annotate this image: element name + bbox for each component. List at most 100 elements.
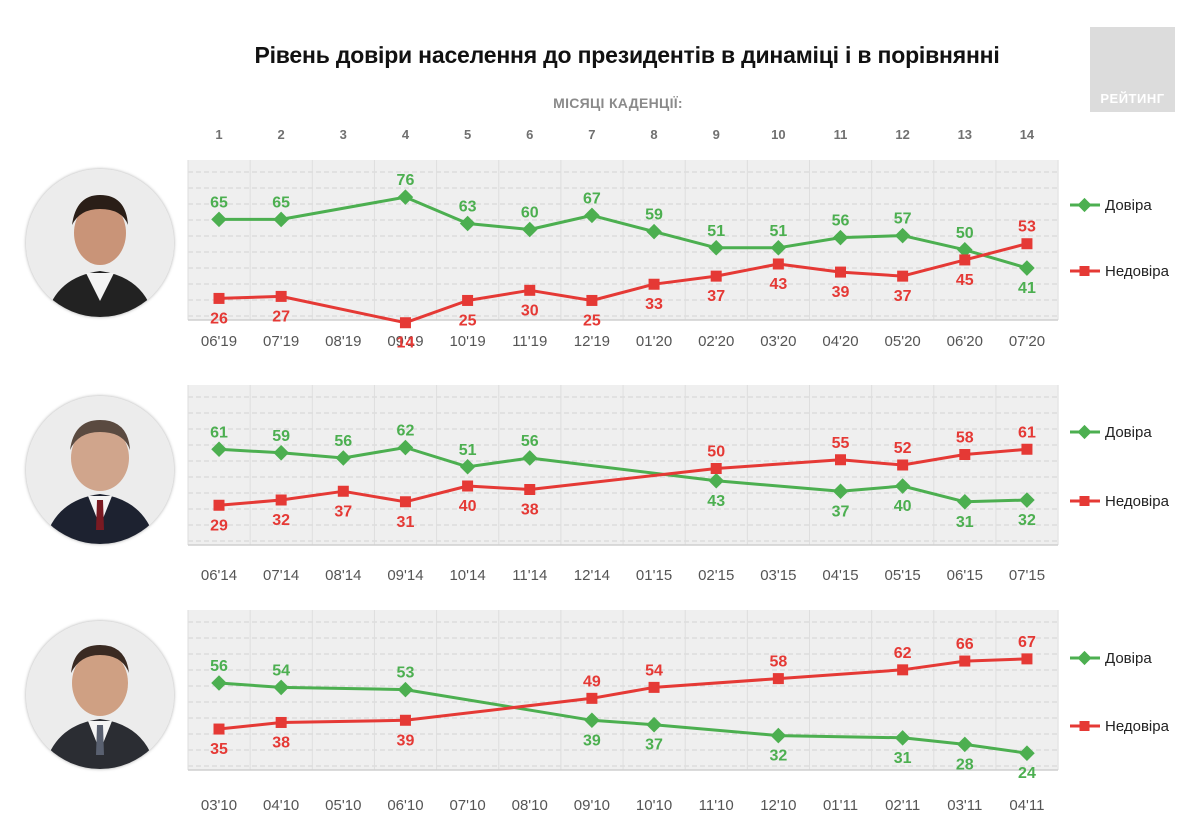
x-tick-label: 06'15 bbox=[947, 567, 983, 584]
distrust-data-point bbox=[524, 284, 536, 296]
distrust-data-label: 54 bbox=[645, 662, 663, 679]
trust-data-point bbox=[584, 712, 600, 729]
distrust-data-label: 29 bbox=[210, 517, 228, 534]
legend-trust: Довіра bbox=[1105, 424, 1152, 441]
distrust-data-point bbox=[586, 692, 598, 704]
distrust-data-point bbox=[959, 254, 971, 266]
distrust-data-point bbox=[399, 317, 411, 329]
x-tick-label: 10'19 bbox=[449, 333, 485, 350]
distrust-data-label: 33 bbox=[645, 296, 663, 313]
x-tick-label: 04'10 bbox=[263, 797, 299, 814]
x-tick-label: 02'11 bbox=[885, 797, 920, 814]
x-tick-label: 11'14 bbox=[512, 567, 547, 584]
trust-data-label: 32 bbox=[769, 748, 787, 765]
month-number: 8 bbox=[650, 127, 657, 142]
x-tick-label: 07'10 bbox=[449, 797, 485, 814]
trust-data-label: 56 bbox=[832, 213, 850, 230]
x-tick-label: 03'11 bbox=[947, 797, 982, 814]
x-tick-label: 01'11 bbox=[823, 797, 858, 814]
rating-logo-text: РЕЙТИНГ bbox=[1100, 91, 1165, 106]
distrust-data-point bbox=[959, 449, 971, 460]
distrust-data-point bbox=[586, 294, 598, 306]
legend-swatch-marker bbox=[1079, 266, 1090, 276]
trust-data-point bbox=[211, 441, 227, 458]
distrust-data-point bbox=[835, 266, 846, 278]
x-tick-label: 07'14 bbox=[263, 567, 299, 584]
distrust-data-label: 55 bbox=[832, 435, 850, 452]
distrust-data-point bbox=[524, 484, 536, 495]
trust-data-label: 37 bbox=[832, 503, 850, 520]
distrust-data-point bbox=[835, 454, 846, 466]
trust-data-label: 28 bbox=[956, 756, 974, 773]
x-tick-label: 01'15 bbox=[636, 567, 672, 584]
x-tick-label: 03'20 bbox=[760, 333, 796, 350]
trust-data-label: 37 bbox=[645, 737, 663, 754]
distrust-data-label: 67 bbox=[1018, 634, 1036, 651]
distrust-data-label: 43 bbox=[769, 276, 787, 293]
rating-logo: РЕЙТИНГ bbox=[1090, 27, 1175, 112]
distrust-data-point bbox=[897, 459, 909, 471]
distrust-data-label: 53 bbox=[1018, 219, 1036, 236]
distrust-data-point bbox=[275, 494, 287, 506]
trust-data-point bbox=[708, 472, 725, 489]
trust-data-label: 65 bbox=[210, 194, 228, 211]
legend-trust: Довіра bbox=[1105, 650, 1152, 667]
distrust-data-label: 50 bbox=[707, 444, 725, 461]
distrust-data-point bbox=[462, 294, 474, 306]
trust-data-point bbox=[832, 483, 849, 500]
trust-data-point bbox=[521, 221, 538, 238]
trust-data-point bbox=[894, 227, 911, 244]
trust-data-label: 54 bbox=[272, 662, 290, 679]
trust-data-label: 32 bbox=[1018, 512, 1036, 529]
trust-data-point bbox=[832, 229, 849, 246]
legend-distrust: Недовіра bbox=[1105, 718, 1170, 735]
month-number: 6 bbox=[526, 127, 533, 142]
x-tick-label: 01'20 bbox=[636, 333, 672, 350]
x-tick-label: 06'10 bbox=[387, 797, 423, 814]
x-tick-label: 12'19 bbox=[574, 333, 610, 350]
trust-data-label: 62 bbox=[397, 423, 415, 440]
trust-data-point bbox=[459, 215, 476, 232]
trust-data-label: 60 bbox=[521, 205, 539, 222]
distrust-data-label: 45 bbox=[956, 272, 974, 289]
distrust-data-label: 35 bbox=[210, 741, 228, 758]
x-tick-label: 05'15 bbox=[885, 567, 921, 584]
legend-swatch-marker bbox=[1077, 197, 1092, 213]
month-number: 1 bbox=[215, 127, 222, 142]
x-tick-label: 02'20 bbox=[698, 333, 734, 350]
trust-data-point bbox=[957, 493, 973, 510]
month-number: 2 bbox=[278, 127, 285, 142]
legend-swatch-marker bbox=[1079, 721, 1090, 731]
x-tick-label: 04'20 bbox=[822, 333, 858, 350]
trust-data-label: 56 bbox=[210, 658, 228, 675]
x-tick-label: 09'10 bbox=[574, 797, 610, 814]
distrust-data-label: 61 bbox=[1018, 424, 1036, 441]
trust-data-point bbox=[459, 458, 476, 475]
x-tick-label: 11'10 bbox=[699, 797, 734, 814]
trust-data-point bbox=[211, 675, 227, 691]
x-tick-label: 10'10 bbox=[636, 797, 672, 814]
month-number: 14 bbox=[1020, 127, 1035, 142]
month-number: 11 bbox=[834, 127, 848, 142]
trust-data-label: 76 bbox=[397, 172, 415, 189]
distrust-data-point bbox=[648, 278, 660, 290]
x-tick-label: 07'15 bbox=[1009, 567, 1045, 584]
month-number: 5 bbox=[464, 127, 471, 142]
distrust-data-point bbox=[275, 716, 287, 728]
x-tick-label: 02'15 bbox=[698, 567, 734, 584]
distrust-data-point bbox=[1021, 653, 1033, 665]
trust-data-label: 51 bbox=[769, 223, 787, 240]
trust-data-point bbox=[894, 730, 911, 746]
distrust-data-label: 31 bbox=[397, 514, 415, 531]
x-tick-label: 07'19 bbox=[263, 333, 299, 350]
legend-swatch-marker bbox=[1077, 650, 1092, 666]
distrust-data-label: 37 bbox=[894, 288, 912, 305]
month-number: 7 bbox=[588, 127, 595, 142]
distrust-data-point bbox=[772, 673, 784, 685]
trust-data-label: 31 bbox=[956, 514, 974, 531]
trust-data-point bbox=[1019, 745, 1035, 761]
distrust-data-point bbox=[897, 270, 909, 282]
distrust-data-point bbox=[399, 714, 411, 726]
trust-data-label: 24 bbox=[1018, 765, 1036, 782]
distrust-data-label: 39 bbox=[397, 732, 415, 749]
